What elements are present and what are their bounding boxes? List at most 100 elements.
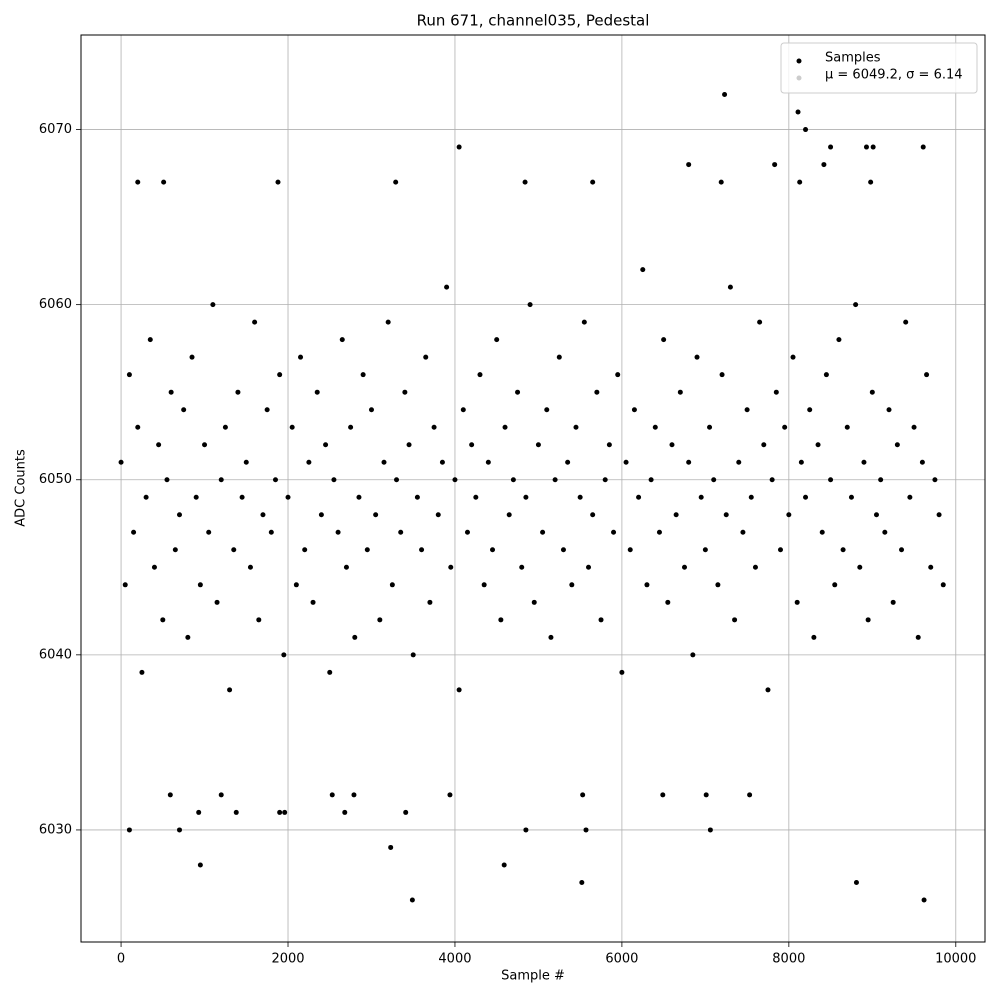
point (335, 529, 341, 535)
point (602, 477, 608, 483)
point (677, 389, 683, 395)
point (940, 582, 946, 588)
point (782, 424, 788, 430)
point (523, 494, 529, 500)
points (118, 92, 946, 903)
y-tick-label: 6060 (39, 297, 72, 312)
point (795, 109, 801, 115)
point (694, 354, 700, 360)
point (351, 792, 357, 798)
point (577, 494, 583, 500)
point (435, 512, 441, 518)
point (168, 389, 174, 395)
point (214, 599, 220, 605)
y-tick-label: 6030 (39, 822, 72, 837)
point (786, 512, 792, 518)
point (494, 337, 500, 343)
point (794, 599, 800, 605)
point (828, 144, 834, 150)
point (118, 459, 124, 465)
point (673, 512, 679, 518)
point (197, 862, 203, 868)
point (556, 354, 562, 360)
point (323, 442, 329, 448)
point (715, 582, 721, 588)
point (821, 162, 827, 168)
point (423, 354, 429, 360)
point (707, 827, 713, 833)
point (865, 617, 871, 623)
point (252, 319, 258, 325)
point (398, 529, 404, 535)
point (406, 442, 412, 448)
point (193, 494, 199, 500)
point (522, 179, 528, 185)
point (682, 564, 688, 570)
point (580, 792, 586, 798)
point (389, 582, 395, 588)
point (502, 424, 508, 430)
point (343, 564, 349, 570)
point (907, 494, 913, 500)
point (285, 494, 291, 500)
point (836, 337, 842, 343)
point (167, 792, 173, 798)
point (707, 424, 713, 430)
point (218, 477, 224, 483)
point (911, 424, 917, 430)
point (176, 512, 182, 518)
point (419, 547, 425, 553)
point (523, 827, 529, 833)
point (752, 564, 758, 570)
point (431, 424, 437, 430)
point (702, 547, 708, 553)
point (527, 302, 533, 308)
point (815, 442, 821, 448)
point (164, 477, 170, 483)
point (615, 372, 621, 378)
point (469, 442, 475, 448)
point (828, 477, 834, 483)
point (206, 529, 212, 535)
point (331, 477, 337, 483)
point (669, 442, 675, 448)
point (139, 669, 145, 675)
point (151, 564, 157, 570)
point (368, 407, 374, 413)
point (456, 144, 462, 150)
point (490, 547, 496, 553)
point (665, 599, 671, 605)
point (719, 372, 725, 378)
point (772, 162, 778, 168)
point (444, 284, 450, 290)
x-tick-label: 10000 (935, 952, 976, 967)
point (256, 617, 262, 623)
point (135, 424, 141, 430)
point (761, 442, 767, 448)
legend-box (780, 42, 978, 94)
point (519, 564, 525, 570)
point (598, 617, 604, 623)
point (135, 179, 141, 185)
point (161, 179, 167, 185)
point (560, 547, 566, 553)
point (447, 792, 453, 798)
point (890, 599, 896, 605)
point (233, 809, 239, 815)
y-tick-label: 6040 (39, 647, 72, 662)
point (464, 529, 470, 535)
point (306, 459, 312, 465)
point (410, 652, 416, 658)
point (857, 564, 863, 570)
point (840, 547, 846, 553)
point (402, 389, 408, 395)
point (143, 494, 149, 500)
point (636, 494, 642, 500)
point (807, 407, 813, 413)
plot-frame (80, 34, 986, 943)
point (531, 599, 537, 605)
x-tick-label: 6000 (605, 952, 638, 967)
legend-label: Samples (825, 51, 881, 66)
point (439, 459, 445, 465)
